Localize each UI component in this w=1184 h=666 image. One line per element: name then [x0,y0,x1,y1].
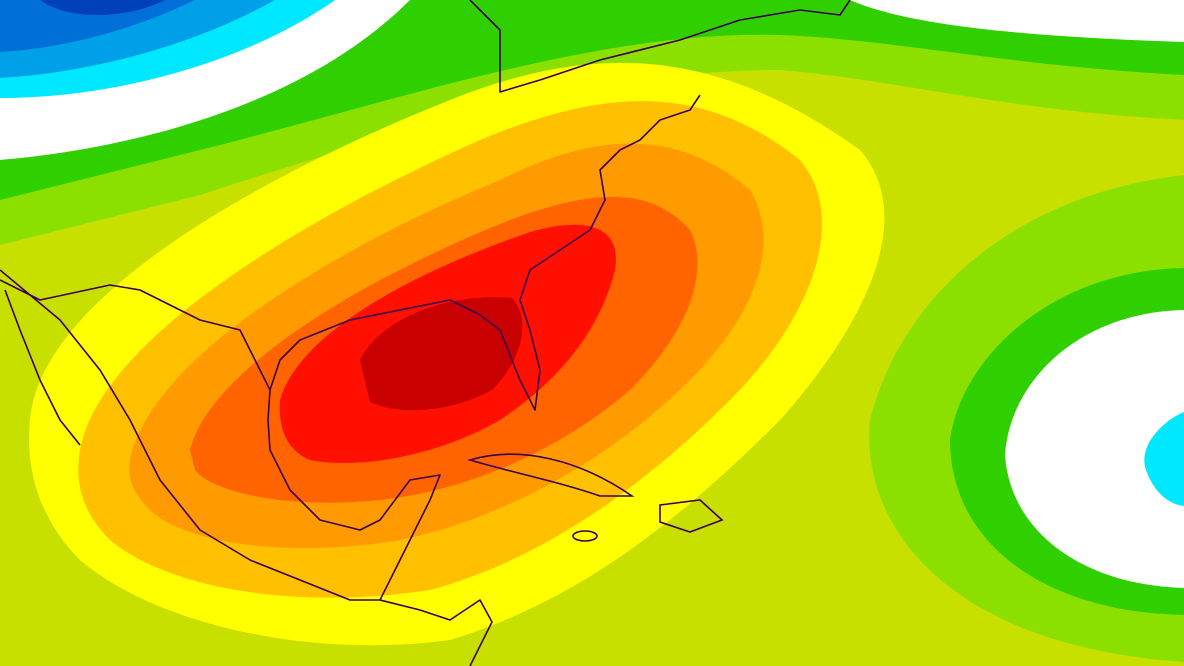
coastline-north-america [0,94,701,601]
contour-blue-dark-northwest [40,0,165,16]
coastline-mexico-border [0,279,271,391]
island-cuba [467,453,635,497]
island-jamaica [572,530,598,542]
contour-white-east [1005,310,1184,588]
coastlines [0,0,851,666]
coastline-canada [469,0,851,93]
contour-blue-northwest [0,0,195,52]
coastline-central-america [379,599,493,666]
contour-cyan-east [1144,412,1184,506]
coastline-baja [4,289,81,446]
island-hispaniola [659,499,724,533]
contour-white-northeast [850,0,1184,42]
contour-red-dark [360,297,523,411]
